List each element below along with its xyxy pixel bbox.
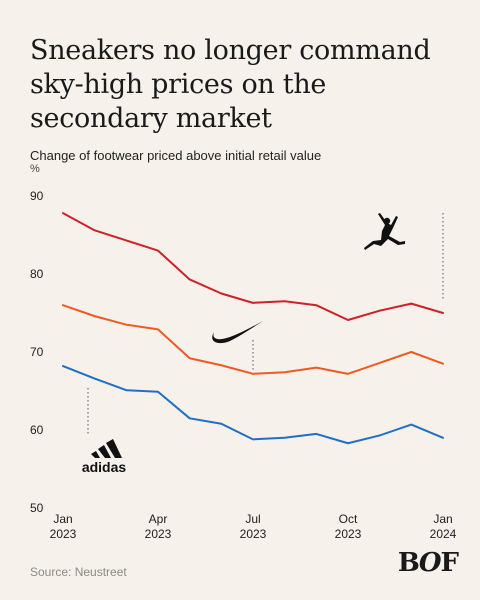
- series-lines: [62, 212, 444, 445]
- jumpman-logo-icon: [364, 213, 405, 250]
- annotation-guides: [87, 213, 444, 435]
- x-tick-label: Oct: [339, 512, 358, 526]
- series-line-adidas: [62, 365, 444, 445]
- adidas-logo-text: adidas: [82, 459, 127, 475]
- nike-swoosh-icon: [212, 321, 263, 344]
- y-tick-label: 80: [30, 267, 44, 281]
- y-axis-ticks: 50 60 70 80 90: [30, 189, 44, 515]
- x-tick-label: Jan: [53, 512, 72, 526]
- y-tick-label: 50: [30, 501, 44, 515]
- bof-logo: BOF: [397, 548, 459, 578]
- y-axis-unit: %: [30, 163, 40, 175]
- source-note: Source: Neustreet: [30, 565, 127, 579]
- x-tick-year-label: 2023: [50, 527, 77, 541]
- x-tick-year-label: 2023: [335, 527, 362, 541]
- series-line-jordan: [62, 212, 444, 322]
- x-tick-label: Jan: [433, 512, 452, 526]
- y-tick-label: 60: [30, 423, 44, 437]
- x-tick-label: Jul: [245, 512, 260, 526]
- x-tick-label: Apr: [149, 512, 168, 526]
- x-tick-year-label: 2024: [430, 527, 457, 541]
- chart-subtitle: Change of footwear priced above initial …: [30, 148, 322, 163]
- x-tick-year-label: 2023: [145, 527, 172, 541]
- brand-logos: adidas: [82, 213, 405, 475]
- chart-title: Sneakers no longer command sky-high pric…: [30, 35, 431, 134]
- y-tick-label: 90: [30, 189, 44, 203]
- y-tick-label: 70: [30, 345, 44, 359]
- series-line-nike: [62, 304, 444, 375]
- adidas-logo-icon: adidas: [82, 439, 127, 475]
- x-tick-year-label: 2023: [240, 527, 267, 541]
